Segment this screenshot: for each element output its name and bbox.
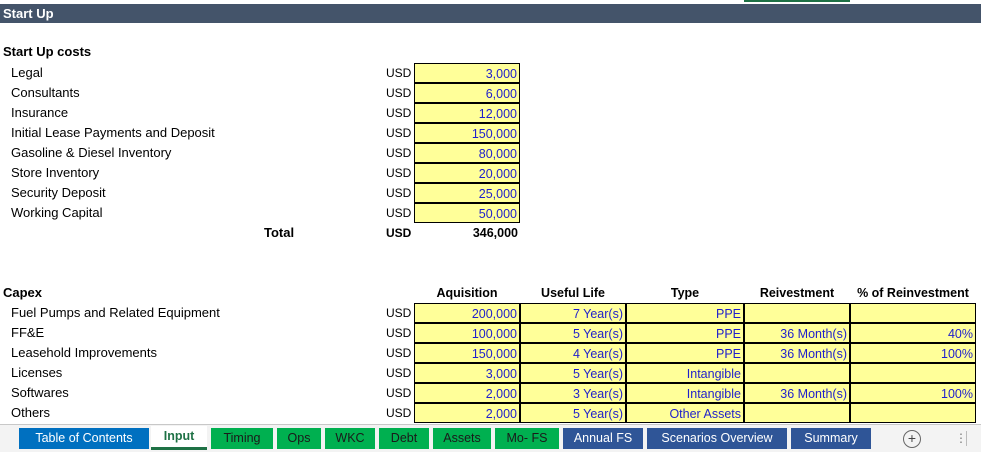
capex-acquisition-cell[interactable]: 100,000 bbox=[414, 323, 520, 343]
tab-assets[interactable]: Assets bbox=[433, 428, 491, 449]
capex-type-cell[interactable]: Other Assets bbox=[626, 403, 744, 423]
startup-label-working-capital: Working Capital bbox=[11, 205, 103, 220]
total-label: Total bbox=[264, 225, 295, 240]
capex-useful-life-cell[interactable]: 3 Year(s) bbox=[520, 383, 626, 403]
capex-label-fuel-pumps: Fuel Pumps and Related Equipment bbox=[11, 305, 220, 320]
top-strip bbox=[0, 0, 981, 4]
capex-label-others: Others bbox=[11, 405, 51, 420]
startup-currency: USD bbox=[386, 146, 412, 160]
capex-type-cell[interactable]: PPE bbox=[626, 323, 744, 343]
capex-currency: USD bbox=[386, 326, 412, 340]
tab-table-of-contents[interactable]: Table of Contents bbox=[19, 428, 149, 449]
startup-value-cell[interactable]: 6,000 bbox=[414, 83, 520, 103]
capex-acquisition-cell[interactable]: 2,000 bbox=[414, 403, 520, 423]
capex-acquisition-cell[interactable]: 150,000 bbox=[414, 343, 520, 363]
capex-currency: USD bbox=[386, 366, 412, 380]
capex-type-cell[interactable]: PPE bbox=[626, 343, 744, 363]
capex-reinvestment-cell[interactable]: 36 Month(s) bbox=[744, 323, 850, 343]
startup-currency: USD bbox=[386, 106, 412, 120]
col-header-type: Type bbox=[670, 286, 700, 300]
startup-currency: USD bbox=[386, 186, 412, 200]
startup-value-cell[interactable]: 25,000 bbox=[414, 183, 520, 203]
startup-label-store-inventory: Store Inventory bbox=[11, 165, 100, 180]
capex-type-cell[interactable]: Intangible bbox=[626, 383, 744, 403]
tab-ops[interactable]: Ops bbox=[277, 428, 321, 449]
tab-wkc[interactable]: WKC bbox=[325, 428, 375, 449]
startup-value-cell[interactable]: 12,000 bbox=[414, 103, 520, 123]
capex-pct-cell[interactable]: 100% bbox=[850, 343, 976, 363]
startup-value-cell[interactable]: 150,000 bbox=[414, 123, 520, 143]
capex-currency: USD bbox=[386, 346, 412, 360]
tab-annual-fs[interactable]: Annual FS bbox=[563, 428, 643, 449]
capex-pct-cell[interactable] bbox=[850, 363, 976, 383]
col-header-pct-reinvestment: % of Reinvestment bbox=[857, 286, 969, 300]
capex-reinvestment-cell[interactable] bbox=[744, 363, 850, 383]
capex-acquisition-cell[interactable]: 200,000 bbox=[414, 303, 520, 323]
tab-input[interactable]: Input bbox=[151, 426, 207, 450]
capex-useful-life-cell[interactable]: 5 Year(s) bbox=[520, 323, 626, 343]
capex-type-cell[interactable]: PPE bbox=[626, 303, 744, 323]
col-header-reinvestment: Reivestment bbox=[759, 286, 835, 300]
capex-reinvestment-cell[interactable] bbox=[744, 303, 850, 323]
startup-value-cell[interactable]: 50,000 bbox=[414, 203, 520, 223]
capex-pct-cell[interactable]: 40% bbox=[850, 323, 976, 343]
startup-label-security-deposit: Security Deposit bbox=[11, 185, 106, 200]
capex-useful-life-cell[interactable]: 5 Year(s) bbox=[520, 403, 626, 423]
capex-heading: Capex bbox=[3, 285, 43, 300]
startup-currency: USD bbox=[386, 206, 412, 220]
capex-currency: USD bbox=[386, 306, 412, 320]
tab-scenarios-overview[interactable]: Scenarios Overview bbox=[647, 428, 787, 449]
capex-pct-cell[interactable] bbox=[850, 303, 976, 323]
startup-value-cell[interactable]: 20,000 bbox=[414, 163, 520, 183]
capex-useful-life-cell[interactable]: 7 Year(s) bbox=[520, 303, 626, 323]
startup-currency: USD bbox=[386, 66, 412, 80]
plus-circle-icon[interactable]: + bbox=[903, 430, 921, 448]
capex-currency: USD bbox=[386, 386, 412, 400]
tab-debt[interactable]: Debt bbox=[379, 428, 429, 449]
capex-label-ffe: FF&E bbox=[11, 325, 45, 340]
capex-type-cell[interactable]: Intangible bbox=[626, 363, 744, 383]
capex-acquisition-cell[interactable]: 3,000 bbox=[414, 363, 520, 383]
startup-currency: USD bbox=[386, 126, 412, 140]
capex-label-softwares: Softwares bbox=[11, 385, 69, 400]
capex-pct-cell[interactable]: 100% bbox=[850, 383, 976, 403]
startup-label-legal: Legal bbox=[11, 65, 43, 80]
startup-currency: USD bbox=[386, 86, 412, 100]
startup-label-consultants: Consultants bbox=[11, 85, 80, 100]
total-value[interactable]: 346,000 bbox=[472, 226, 518, 240]
startup-heading: Start Up costs bbox=[3, 44, 92, 59]
tab-mo-fs[interactable]: Mo- FS bbox=[495, 428, 559, 449]
capex-acquisition-cell[interactable]: 2,000 bbox=[414, 383, 520, 403]
capex-useful-life-cell[interactable]: 4 Year(s) bbox=[520, 343, 626, 363]
capex-useful-life-cell[interactable]: 5 Year(s) bbox=[520, 363, 626, 383]
startup-value-cell[interactable]: 3,000 bbox=[414, 63, 520, 83]
total-currency: USD bbox=[386, 226, 412, 240]
capex-reinvestment-cell[interactable]: 36 Month(s) bbox=[744, 343, 850, 363]
section-title-bar: Start Up bbox=[0, 4, 981, 23]
capex-pct-cell[interactable] bbox=[850, 403, 976, 423]
capex-label-licenses: Licenses bbox=[11, 365, 63, 380]
horizontal-scrollbar[interactable] bbox=[966, 431, 981, 446]
startup-label-insurance: Insurance bbox=[11, 105, 69, 120]
startup-value-cell[interactable]: 80,000 bbox=[414, 143, 520, 163]
capex-currency: USD bbox=[386, 406, 412, 420]
tab-summary[interactable]: Summary bbox=[791, 428, 871, 449]
startup-currency: USD bbox=[386, 166, 412, 180]
sheet-tab-bar: Table of Contents Input Timing Ops WKC D… bbox=[0, 424, 981, 452]
tab-timing[interactable]: Timing bbox=[211, 428, 273, 449]
selected-column-indicator bbox=[744, 0, 850, 2]
capex-label-leasehold: Leasehold Improvements bbox=[11, 345, 157, 360]
col-header-acquisition: Aquisition bbox=[436, 286, 498, 300]
startup-label-lease: Initial Lease Payments and Deposit bbox=[11, 125, 215, 140]
startup-label-gasoline: Gasoline & Diesel Inventory bbox=[11, 145, 172, 160]
vertical-dots-icon[interactable]: ⋮ bbox=[955, 431, 967, 445]
section-title: Start Up bbox=[3, 6, 54, 21]
col-header-useful-life: Useful Life bbox=[541, 286, 605, 300]
capex-reinvestment-cell[interactable]: 36 Month(s) bbox=[744, 383, 850, 403]
capex-reinvestment-cell[interactable] bbox=[744, 403, 850, 423]
